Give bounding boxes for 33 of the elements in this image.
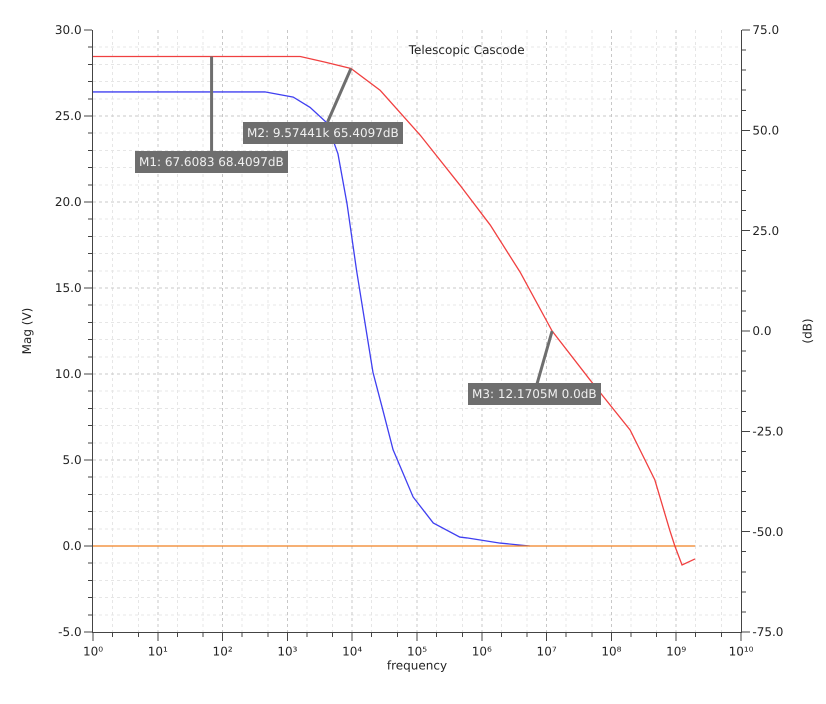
x-tick-label: 10⁵ [406,644,428,658]
y-tick-label: 0.0 [62,539,82,554]
annotation: M3: 12.1705M 0.0dB [472,387,597,401]
y2-axis-title: (dB) [800,318,814,344]
y2-tick-label: 25.0 [752,224,780,238]
x-tick-label: 10⁴ [342,644,362,658]
y2-tick-label: -50.0 [752,524,784,539]
x-tick-label: 10³ [277,644,298,658]
y2-tick-label: -75.0 [752,625,784,640]
y2-tick-label: -25.0 [752,424,784,439]
y2-tick-label: 0.0 [752,324,772,338]
x-tick-label: 10¹ [148,644,168,658]
y2-tick-label: 75.0 [752,23,780,38]
text: Telescopic Cascode [408,43,525,58]
x-tick-label: 10⁶ [472,644,492,658]
y-axis-title: Mag (V) [20,308,34,354]
y-tick-label: 25.0 [54,109,82,124]
y-tick-label: 10.0 [54,367,82,382]
x-tick-label: 10¹⁰ [728,644,754,658]
y-tick-label: -5.0 [58,625,82,640]
y-tick-label: 20.0 [54,195,82,210]
y-tick-label: 5.0 [62,453,82,468]
annotation: M1: 67.6083 68.4097dB [139,155,284,169]
y-tick-label: 30.0 [54,23,82,38]
x-tick-label: 10⁹ [666,644,686,658]
y-tick-label: 15.0 [54,281,82,296]
annotation: M2: 9.57441k 65.4097dB [247,126,399,140]
x-tick-label: 10⁷ [536,644,557,658]
x-tick-label: 10² [212,644,233,658]
x-axis-title: frequency [386,658,448,672]
y2-tick-label: 50.0 [752,124,780,138]
x-tick-label: 10⁰ [82,644,104,658]
x-tick-label: 10⁸ [601,644,622,658]
